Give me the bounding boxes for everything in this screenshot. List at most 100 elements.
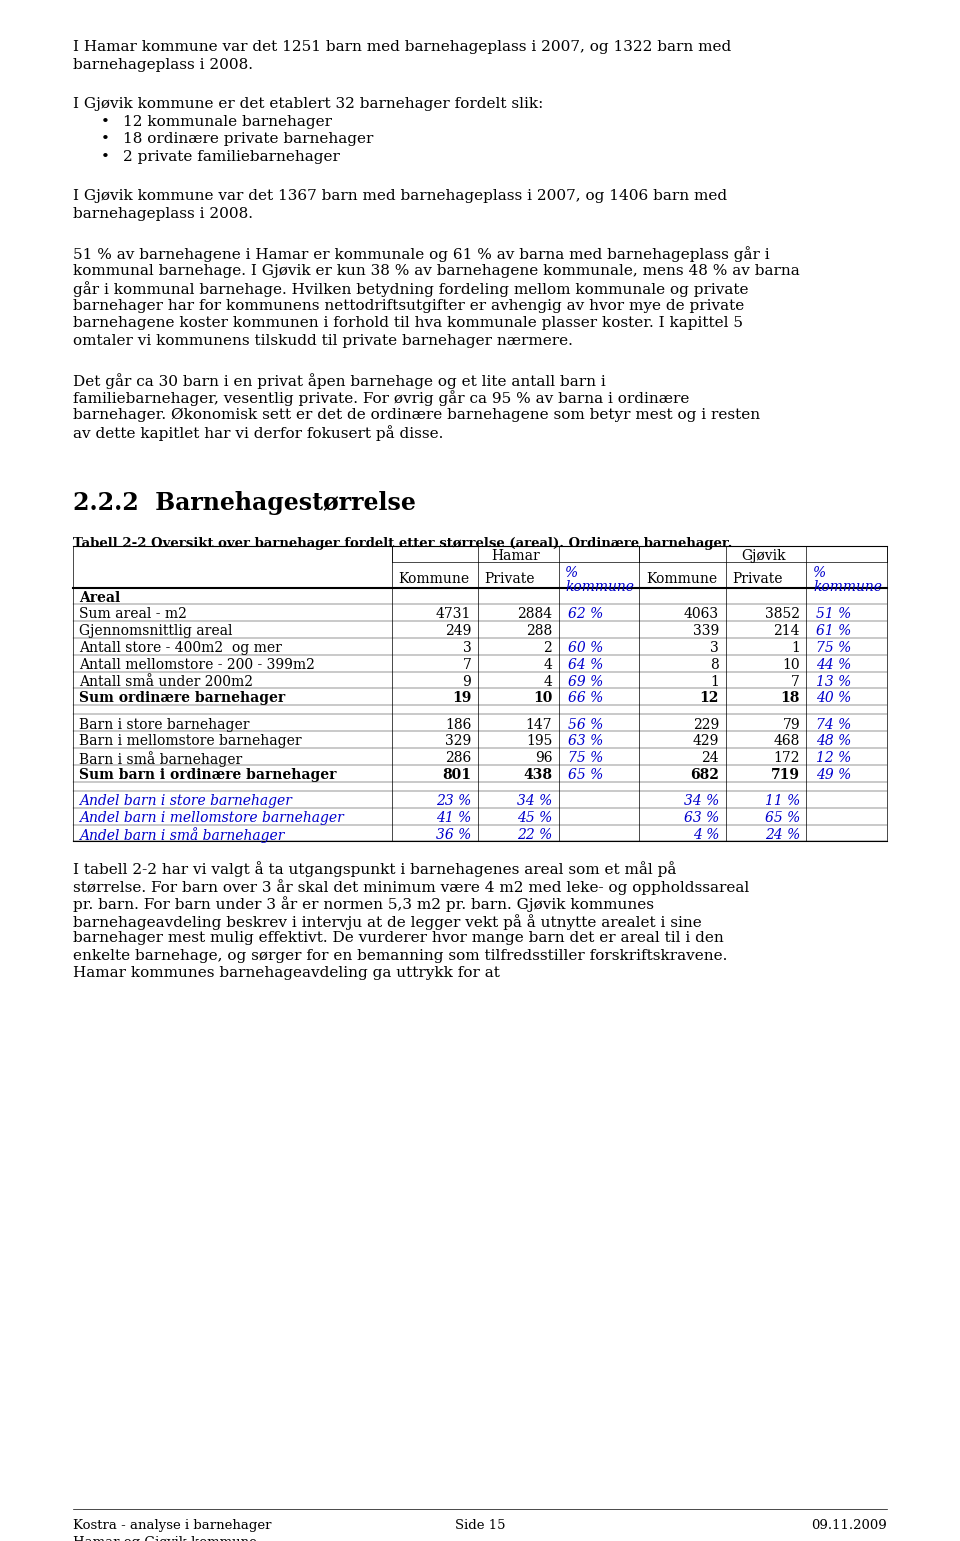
Text: barnehager mest mulig effektivt. De vurderer hvor mange barn det er areal til i : barnehager mest mulig effektivt. De vurd… — [73, 931, 724, 945]
Text: 49 %: 49 % — [816, 767, 852, 781]
Text: •: • — [101, 114, 109, 128]
Text: 2: 2 — [543, 641, 552, 655]
Text: 10: 10 — [533, 692, 552, 706]
Text: 18: 18 — [780, 692, 800, 706]
Text: 69 %: 69 % — [568, 675, 604, 689]
Text: Barn i mellomstore barnehager: Barn i mellomstore barnehager — [79, 735, 301, 749]
Text: 64 %: 64 % — [568, 658, 604, 672]
Text: Hamar kommunes barnehageavdeling ga uttrykk for at: Hamar kommunes barnehageavdeling ga uttr… — [73, 966, 500, 980]
Text: 51 % av barnehagene i Hamar er kommunale og 61 % av barna med barnehageplass går: 51 % av barnehagene i Hamar er kommunale… — [73, 247, 770, 262]
Text: 214: 214 — [774, 624, 800, 638]
Text: •: • — [101, 149, 109, 163]
Text: 186: 186 — [444, 718, 471, 732]
Text: •: • — [101, 133, 109, 146]
Text: 7: 7 — [463, 658, 471, 672]
Text: 4: 4 — [543, 675, 552, 689]
Text: 74 %: 74 % — [816, 718, 852, 732]
Text: Hamar: Hamar — [491, 549, 540, 562]
Text: 11 %: 11 % — [765, 794, 800, 807]
Text: 13 %: 13 % — [816, 675, 852, 689]
Text: 719: 719 — [771, 767, 800, 781]
Text: 172: 172 — [774, 750, 800, 766]
Text: Kommune: Kommune — [398, 572, 469, 586]
Text: Side 15: Side 15 — [455, 1519, 505, 1532]
Text: 22 %: 22 % — [517, 828, 552, 841]
Text: 4: 4 — [543, 658, 552, 672]
Text: 09.11.2009: 09.11.2009 — [811, 1519, 887, 1532]
Text: 147: 147 — [526, 718, 552, 732]
Text: kommune: kommune — [565, 579, 635, 593]
Text: Private: Private — [485, 572, 535, 586]
Text: 682: 682 — [690, 767, 719, 781]
Text: 40 %: 40 % — [816, 692, 852, 706]
Text: Barn i små barnehager: Barn i små barnehager — [79, 750, 242, 767]
Text: 286: 286 — [445, 750, 471, 766]
Text: 62 %: 62 % — [568, 607, 604, 621]
Text: Antall mellomstore - 200 - 399m2: Antall mellomstore - 200 - 399m2 — [79, 658, 315, 672]
Text: Andel barn i store barnehager: Andel barn i store barnehager — [79, 794, 292, 807]
Text: størrelse. For barn over 3 år skal det minimum være 4 m2 med leke- og oppholdssa: størrelse. For barn over 3 år skal det m… — [73, 878, 749, 894]
Text: Sum areal - m2: Sum areal - m2 — [79, 607, 187, 621]
Text: kommunal barnehage. I Gjøvik er kun 38 % av barnehagene kommunale, mens 48 % av : kommunal barnehage. I Gjøvik er kun 38 %… — [73, 264, 800, 277]
Text: 468: 468 — [774, 735, 800, 749]
Text: 41 %: 41 % — [436, 811, 471, 824]
Text: Antall små under 200m2: Antall små under 200m2 — [79, 675, 253, 689]
Text: 45 %: 45 % — [517, 811, 552, 824]
Text: Det går ca 30 barn i en privat åpen barnehage og et lite antall barn i: Det går ca 30 barn i en privat åpen barn… — [73, 373, 606, 388]
Text: Antall store - 400m2  og mer: Antall store - 400m2 og mer — [79, 641, 282, 655]
Text: 12: 12 — [700, 692, 719, 706]
Text: 56 %: 56 % — [568, 718, 604, 732]
Text: 12 kommunale barnehager: 12 kommunale barnehager — [123, 114, 332, 128]
Text: 61 %: 61 % — [816, 624, 852, 638]
Text: 24 %: 24 % — [765, 828, 800, 841]
Text: 34 %: 34 % — [684, 794, 719, 807]
Text: I tabell 2-2 har vi valgt å ta utgangspunkt i barnehagenes areal som et mål på: I tabell 2-2 har vi valgt å ta utgangspu… — [73, 861, 677, 877]
Text: 229: 229 — [693, 718, 719, 732]
Text: 96: 96 — [535, 750, 552, 766]
Text: 8: 8 — [710, 658, 719, 672]
Text: 3: 3 — [710, 641, 719, 655]
Text: 12 %: 12 % — [816, 750, 852, 766]
Text: 1: 1 — [710, 675, 719, 689]
Text: 65 %: 65 % — [568, 767, 604, 781]
Text: 339: 339 — [693, 624, 719, 638]
Text: 44 %: 44 % — [816, 658, 852, 672]
Text: 195: 195 — [526, 735, 552, 749]
Text: 66 %: 66 % — [568, 692, 604, 706]
Text: Sum ordinære barnehager: Sum ordinære barnehager — [79, 692, 285, 706]
Text: pr. barn. For barn under 3 år er normen 5,3 m2 pr. barn. Gjøvik kommunes: pr. barn. For barn under 3 år er normen … — [73, 897, 654, 912]
Text: 1: 1 — [791, 641, 800, 655]
Text: I Hamar kommune var det 1251 barn med barnehageplass i 2007, og 1322 barn med: I Hamar kommune var det 1251 barn med ba… — [73, 40, 732, 54]
Text: 75 %: 75 % — [816, 641, 852, 655]
Text: 429: 429 — [693, 735, 719, 749]
Text: Kostra - analyse i barnehager
Hamar og Gjøvik kommune: Kostra - analyse i barnehager Hamar og G… — [73, 1519, 272, 1541]
Text: 4731: 4731 — [436, 607, 471, 621]
Text: I Gjøvik kommune er det etablert 32 barnehager fordelt slik:: I Gjøvik kommune er det etablert 32 barn… — [73, 97, 543, 111]
Text: av dette kapitlet har vi derfor fokusert på disse.: av dette kapitlet har vi derfor fokusert… — [73, 425, 444, 441]
Text: barnehageplass i 2008.: barnehageplass i 2008. — [73, 206, 253, 220]
Text: barnehagene koster kommunen i forhold til hva kommunale plasser koster. I kapitt: barnehagene koster kommunen i forhold ti… — [73, 316, 743, 330]
Text: 10: 10 — [782, 658, 800, 672]
Text: 249: 249 — [444, 624, 471, 638]
Text: 60 %: 60 % — [568, 641, 604, 655]
Text: 2 private familiebarnehager: 2 private familiebarnehager — [123, 149, 340, 163]
Text: 36 %: 36 % — [436, 828, 471, 841]
Text: 7: 7 — [791, 675, 800, 689]
Text: 63 %: 63 % — [684, 811, 719, 824]
Text: 75 %: 75 % — [568, 750, 604, 766]
Text: 48 %: 48 % — [816, 735, 852, 749]
Text: 63 %: 63 % — [568, 735, 604, 749]
Text: %: % — [565, 566, 578, 579]
Text: Sum barn i ordinære barnehager: Sum barn i ordinære barnehager — [79, 767, 336, 781]
Text: barnehager. Økonomisk sett er det de ordinære barnehagene som betyr mest og i re: barnehager. Økonomisk sett er det de ord… — [73, 408, 760, 422]
Text: 24: 24 — [702, 750, 719, 766]
Text: omtaler vi kommunens tilskudd til private barnehager nærmere.: omtaler vi kommunens tilskudd til privat… — [73, 333, 573, 348]
Text: Private: Private — [732, 572, 783, 586]
Text: 3: 3 — [463, 641, 471, 655]
Text: familiebarnehager, vesentlig private. For øvrig går ca 95 % av barna i ordinære: familiebarnehager, vesentlig private. Fo… — [73, 390, 689, 407]
Text: 288: 288 — [526, 624, 552, 638]
Text: 3852: 3852 — [765, 607, 800, 621]
Text: går i kommunal barnehage. Hvilken betydning fordeling mellom kommunale og privat: går i kommunal barnehage. Hvilken betydn… — [73, 280, 749, 297]
Text: 19: 19 — [452, 692, 471, 706]
Text: 438: 438 — [523, 767, 552, 781]
